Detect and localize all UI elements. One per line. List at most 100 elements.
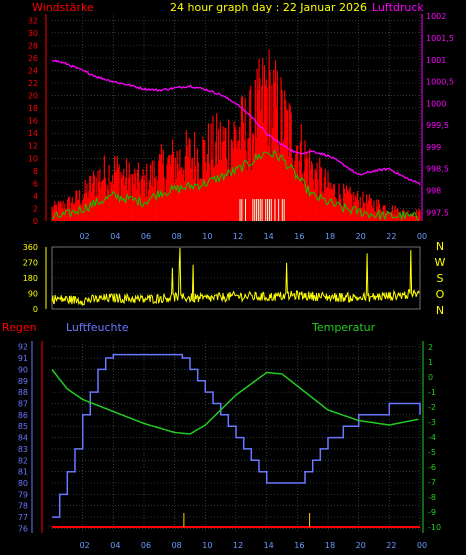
humidity-y-tick-label: 90 bbox=[18, 365, 28, 374]
temperature-y-tick-label: -7 bbox=[428, 478, 436, 487]
wind-y-tick-label: 30 bbox=[28, 29, 38, 38]
wind-x-tick-label: 16 bbox=[294, 232, 304, 241]
humidity-y-tick-label: 82 bbox=[18, 456, 28, 465]
humidity-x-tick-label: 08 bbox=[172, 541, 182, 550]
pressure-y-tick-label: 1000,5 bbox=[426, 78, 454, 87]
wind-y-tick-label: 6 bbox=[33, 179, 38, 188]
humidity-y-tick-label: 91 bbox=[18, 354, 28, 363]
wind-x-tick-label: 12 bbox=[233, 232, 243, 241]
wind-y-tick-label: 20 bbox=[28, 92, 38, 101]
wind-x-tick-label: 04 bbox=[110, 232, 120, 241]
temperature-y-tick-label: 2 bbox=[428, 343, 433, 352]
humidity-x-tick-label: 12 bbox=[233, 541, 243, 550]
pressure-y-tick-label: 997,5 bbox=[426, 208, 449, 217]
humidity-x-tick-label: 06 bbox=[141, 541, 151, 550]
wind-x-tick-label: 00 bbox=[417, 232, 427, 241]
wind-y-tick-label: 10 bbox=[28, 154, 38, 163]
humidity-y-tick-label: 86 bbox=[18, 411, 28, 420]
compass-label-s: S bbox=[437, 272, 444, 285]
pressure-y-tick-label: 1000 bbox=[426, 99, 446, 108]
pressure-y-tick-label: 998 bbox=[426, 186, 441, 195]
rain-title: Regen bbox=[2, 321, 37, 334]
temperature-y-tick-label: -3 bbox=[428, 418, 436, 427]
humidity-line bbox=[52, 353, 421, 518]
wind-x-tick-label: 10 bbox=[202, 232, 212, 241]
temperature-y-tick-label: -8 bbox=[428, 493, 436, 502]
pressure-line bbox=[51, 59, 421, 186]
wind-y-tick-label: 16 bbox=[28, 117, 38, 126]
wind-x-tick-label: 08 bbox=[172, 232, 182, 241]
wind-y-tick-label: 24 bbox=[28, 66, 38, 75]
humidity-y-tick-label: 84 bbox=[18, 434, 28, 443]
wind-y-tick-label: 28 bbox=[28, 41, 38, 50]
chart-title: 24 hour graph day : 22 Januar 2026 bbox=[170, 1, 367, 14]
humidity-y-tick-label: 88 bbox=[18, 388, 28, 397]
humidity-y-tick-label: 77 bbox=[18, 513, 28, 522]
humidity-x-tick-label: 10 bbox=[202, 541, 212, 550]
humidity-y-tick-label: 89 bbox=[18, 377, 28, 386]
direction-y-tick-label: 270 bbox=[23, 259, 38, 268]
temperature-y-tick-label: -2 bbox=[428, 403, 436, 412]
humidity-x-tick-label: 20 bbox=[356, 541, 366, 550]
wind-y-tick-label: 26 bbox=[28, 54, 38, 63]
compass-label-w: W bbox=[435, 256, 446, 269]
compass-label-o: O bbox=[436, 288, 445, 301]
humidity-y-tick-label: 78 bbox=[18, 502, 28, 511]
pressure-title: Luftdruck bbox=[372, 1, 424, 14]
temperature-y-tick-label: -9 bbox=[428, 508, 436, 517]
wind-y-tick-label: 2 bbox=[33, 204, 38, 213]
direction-line bbox=[51, 247, 420, 307]
humidity-y-tick-label: 92 bbox=[18, 343, 28, 352]
humidity-x-tick-label: 02 bbox=[80, 541, 90, 550]
wind-y-tick-label: 22 bbox=[28, 79, 38, 88]
humidity-y-tick-label: 85 bbox=[18, 422, 28, 431]
wind-x-tick-label: 18 bbox=[325, 232, 335, 241]
humidity-x-tick-label: 00 bbox=[417, 541, 427, 550]
humidity-y-tick-label: 76 bbox=[18, 524, 28, 533]
humidity-x-tick-label: 22 bbox=[386, 541, 396, 550]
pressure-y-tick-label: 998,5 bbox=[426, 165, 449, 174]
temperature-y-tick-label: 0 bbox=[428, 373, 433, 382]
temperature-line bbox=[51, 369, 419, 435]
pressure-y-tick-label: 999,5 bbox=[426, 121, 449, 130]
temperature-y-tick-label: -4 bbox=[428, 433, 436, 442]
wind-y-tick-label: 18 bbox=[28, 104, 38, 113]
temperature-y-tick-label: -6 bbox=[428, 463, 436, 472]
humidity-x-tick-label: 16 bbox=[294, 541, 304, 550]
humidity-title: Luftfeuchte bbox=[66, 321, 129, 334]
humidity-y-tick-label: 80 bbox=[18, 479, 28, 488]
wind-y-tick-label: 14 bbox=[28, 129, 38, 138]
humidity-y-tick-label: 81 bbox=[18, 468, 28, 477]
direction-y-tick-label: 360 bbox=[23, 243, 38, 252]
wind-x-tick-label: 22 bbox=[386, 232, 396, 241]
humidity-y-tick-label: 83 bbox=[18, 445, 28, 454]
compass-label-n: N bbox=[436, 304, 444, 317]
wind-x-tick-label: 02 bbox=[80, 232, 90, 241]
humidity-y-tick-label: 79 bbox=[18, 490, 28, 499]
direction-y-tick-label: 90 bbox=[28, 290, 38, 299]
wind-y-tick-label: 8 bbox=[33, 167, 38, 176]
humidity-x-tick-label: 04 bbox=[110, 541, 120, 550]
wind-x-tick-label: 20 bbox=[356, 232, 366, 241]
humidity-y-tick-label: 87 bbox=[18, 399, 28, 408]
temperature-title: Temperatur bbox=[312, 321, 376, 334]
humidity-x-tick-label: 18 bbox=[325, 541, 335, 550]
direction-y-tick-label: 0 bbox=[33, 305, 38, 314]
wind-average-line bbox=[51, 149, 419, 221]
pressure-y-tick-label: 1001 bbox=[426, 56, 446, 65]
temperature-y-tick-label: -5 bbox=[428, 448, 436, 457]
wind-x-tick-label: 06 bbox=[141, 232, 151, 241]
wind-title: Windstärke bbox=[32, 1, 94, 14]
pressure-y-tick-label: 1001,5 bbox=[426, 34, 454, 43]
compass-label-n: N bbox=[436, 240, 444, 253]
wind-x-tick-label: 14 bbox=[264, 232, 274, 241]
pressure-y-tick-label: 999 bbox=[426, 143, 441, 152]
wind-y-tick-label: 32 bbox=[28, 16, 38, 25]
direction-y-tick-label: 180 bbox=[23, 274, 38, 283]
wind-y-tick-label: 0 bbox=[33, 217, 38, 226]
temperature-y-tick-label: 1 bbox=[428, 358, 433, 367]
temperature-y-tick-label: -1 bbox=[428, 388, 436, 397]
wind-y-tick-label: 12 bbox=[28, 142, 38, 151]
